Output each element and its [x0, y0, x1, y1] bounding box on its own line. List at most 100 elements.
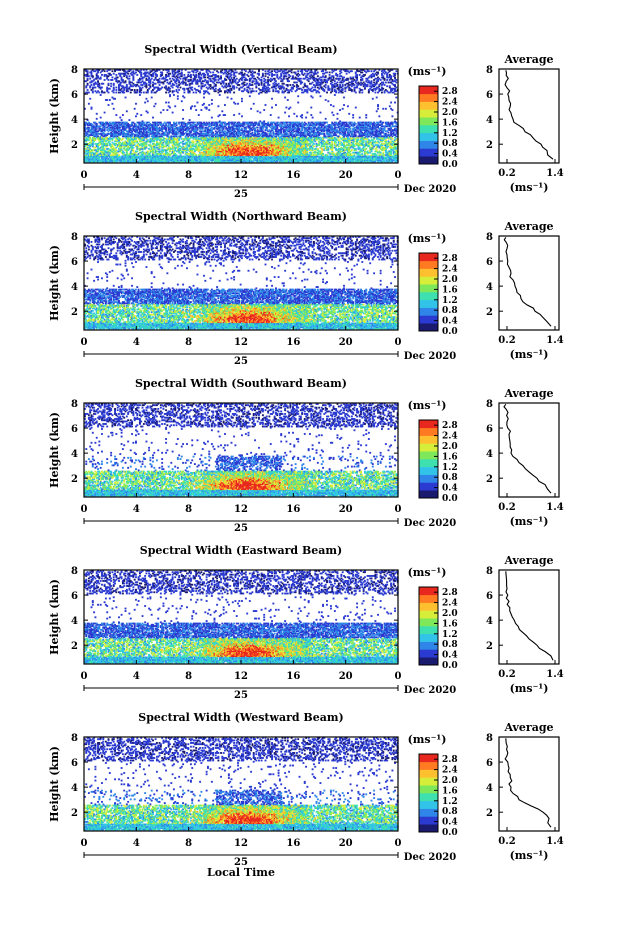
heatmap-cell: [116, 154, 119, 157]
heatmap-cell: [118, 134, 120, 137]
heatmap-cell: [152, 69, 154, 71]
heatmap-cell: [115, 136, 118, 139]
heatmap-cell: [163, 137, 166, 140]
heatmap-cell: [138, 124, 141, 126]
heatmap-cell: [217, 75, 220, 78]
heatmap-cell: [165, 85, 168, 88]
heatmap-cell: [135, 130, 137, 133]
heatmap-cell: [166, 125, 169, 128]
heatmap-cell: [145, 142, 148, 145]
heatmap-cell: [158, 69, 161, 71]
heatmap-cell: [85, 127, 88, 130]
heatmap-cell: [161, 156, 164, 159]
heatmap-cell: [95, 151, 98, 154]
heatmap-cell: [161, 124, 164, 126]
heatmap-cell: [102, 124, 105, 126]
heatmap-cell: [97, 69, 99, 71]
heatmap-cell: [172, 139, 175, 142]
heatmap-cell: [114, 142, 116, 145]
heatmap-cell: [121, 125, 124, 128]
heatmap-cell: [87, 121, 90, 124]
heatmap-cell: [148, 121, 151, 124]
heatmap-cell: [167, 124, 170, 126]
heatmap-cell: [101, 122, 103, 125]
heatmap-cell: [95, 117, 98, 120]
heatmap-cell: [103, 129, 106, 132]
heatmap-cell: [115, 80, 118, 83]
heatmap-cell: [167, 72, 170, 75]
heatmap-cell: [165, 129, 168, 132]
heatmap-cell: [119, 156, 122, 159]
heatmap-cell: [241, 127, 243, 130]
heatmap-cell: [176, 159, 179, 162]
heatmap-cell: [135, 140, 137, 143]
heatmap-cell: [170, 129, 173, 132]
heatmap-cell: [128, 81, 131, 84]
heatmap-cell: [162, 141, 165, 144]
heatmap-cell: [141, 152, 144, 155]
heatmap-cell: [145, 134, 148, 137]
heatmap-cell: [146, 157, 149, 160]
heatmap-cell: [158, 160, 161, 163]
heatmap-cell: [107, 104, 110, 106]
heatmap-cell: [182, 146, 185, 149]
heatmap-cell: [141, 121, 144, 124]
heatmap-cell: [94, 135, 97, 138]
heatmap-cell: [174, 130, 177, 133]
heatmap-cell: [252, 102, 255, 105]
heatmap-cell: [111, 134, 114, 137]
heatmap-cell: [140, 144, 143, 147]
heatmap-cell: [165, 159, 168, 162]
heatmap-cell: [120, 76, 123, 79]
heatmap-cell: [175, 144, 178, 147]
heatmap-cell: [142, 141, 145, 144]
heatmap-cell: [121, 156, 124, 159]
heatmap-cell: [114, 160, 116, 163]
heatmap-cell: [155, 90, 158, 93]
heatmap-cell: [169, 139, 171, 142]
heatmap-cell: [170, 136, 173, 139]
heatmap-cell: [172, 132, 175, 135]
heatmap-cell: [129, 150, 132, 153]
heatmap-cell: [118, 129, 120, 132]
heatmap-cell: [175, 154, 178, 157]
heatmap-cell: [167, 157, 170, 160]
heatmap-cell: [94, 77, 97, 80]
heatmap-cell: [145, 136, 148, 139]
heatmap-cell: [135, 91, 137, 94]
heatmap-cell: [234, 75, 237, 78]
heatmap-cell: [112, 152, 115, 155]
heatmap-cell: [94, 90, 97, 93]
heatmap-cell: [171, 126, 174, 129]
heatmap-cell: [179, 121, 182, 124]
heatmap-cell: [146, 139, 149, 142]
heatmap-cell: [183, 96, 186, 99]
heatmap-cell: [158, 126, 161, 129]
heatmap-cell: [98, 121, 101, 124]
heatmap-cell: [95, 136, 98, 139]
heatmap-cell: [179, 77, 182, 80]
heatmap-cell: [112, 127, 115, 130]
heatmap-cell: [148, 80, 151, 83]
heatmap-cell: [104, 160, 107, 163]
heatmap-cell: [155, 159, 158, 162]
heatmap-cell: [182, 125, 185, 128]
heatmap-cell: [155, 75, 158, 78]
heatmap-cell: [178, 126, 181, 129]
heatmap-cell: [103, 147, 106, 150]
heatmap-cell: [182, 156, 185, 159]
heatmap-cell: [132, 152, 135, 155]
heatmap-cell: [167, 101, 170, 104]
heatmap-cell: [110, 160, 113, 163]
heatmap-cell: [101, 124, 103, 126]
heatmap-cell: [89, 81, 92, 84]
heatmap-cell: [85, 132, 88, 135]
heatmap-cell: [107, 91, 110, 94]
heatmap-cell: [112, 149, 115, 152]
heatmap-cell: [90, 150, 93, 153]
heatmap-cell: [91, 155, 94, 158]
heatmap-cell: [95, 69, 98, 71]
heatmap-cell: [110, 85, 113, 88]
heatmap-cell: [171, 71, 174, 74]
heatmap-cell: [152, 149, 154, 152]
